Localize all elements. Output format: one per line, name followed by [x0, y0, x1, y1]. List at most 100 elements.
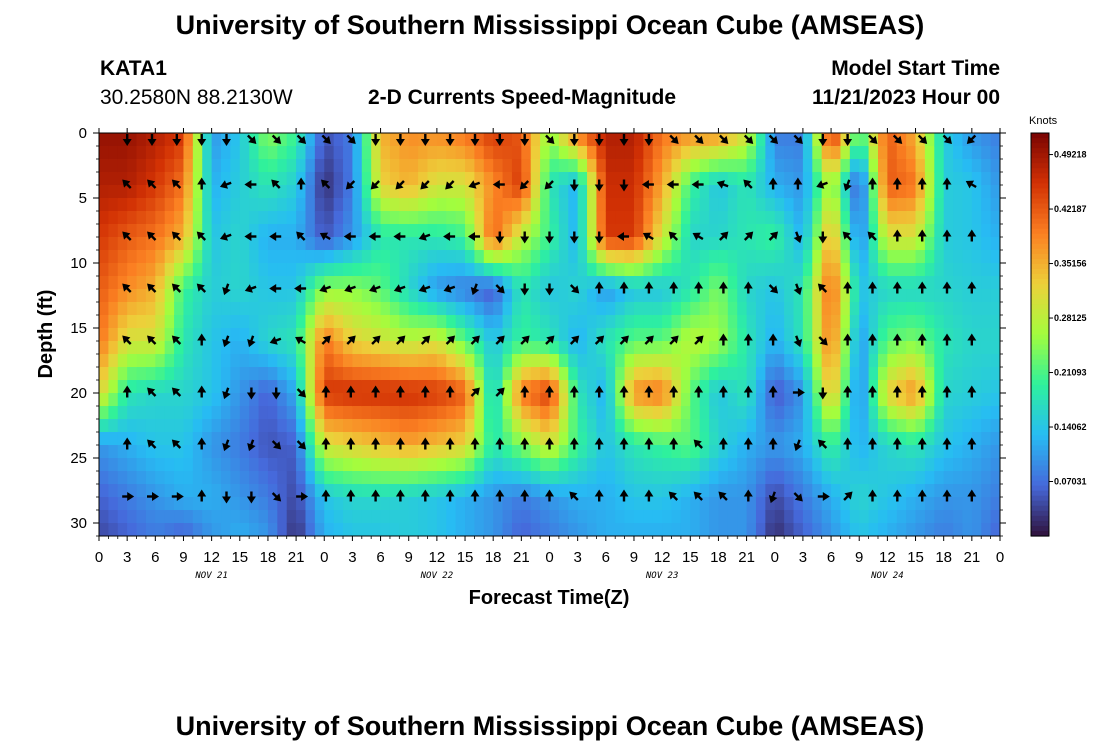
- heatmap-cell: [887, 510, 898, 524]
- heatmap-cell: [981, 354, 992, 368]
- heatmap-cell: [343, 237, 354, 251]
- heatmap-cell: [296, 419, 307, 433]
- current-arrow: [247, 439, 256, 452]
- heatmap-cell: [971, 159, 982, 173]
- heatmap-cell: [221, 484, 231, 498]
- heatmap-cell: [502, 497, 513, 511]
- heatmap-cell: [859, 354, 870, 368]
- heatmap-cell: [568, 432, 579, 446]
- heatmap-cell: [596, 523, 607, 536]
- heatmap-cell: [408, 172, 419, 186]
- heatmap-cell: [474, 523, 485, 536]
- heatmap-cell: [746, 471, 757, 485]
- heatmap-cell: [427, 393, 438, 407]
- arrow-head: [894, 135, 903, 144]
- heatmap-cell: [587, 211, 598, 225]
- heatmap-cell: [718, 185, 729, 199]
- heatmap-cell: [446, 419, 457, 433]
- heatmap-cell: [221, 471, 231, 485]
- heatmap-cell: [389, 133, 400, 147]
- heatmap-cell: [371, 276, 382, 290]
- heatmap-cell: [493, 224, 504, 238]
- heatmap-cell: [399, 445, 410, 459]
- current-arrow: [917, 333, 927, 346]
- current-arrow: [818, 231, 828, 244]
- x-tick-label: 9: [855, 549, 863, 566]
- heatmap-cell: [633, 341, 644, 355]
- heatmap-cell: [709, 393, 720, 407]
- heatmap-cell: [662, 172, 673, 186]
- heatmap-cell: [408, 523, 419, 536]
- heatmap-cell: [446, 458, 457, 472]
- current-arrow: [197, 134, 207, 146]
- heatmap-cell: [108, 471, 119, 485]
- heatmap-cell: [587, 185, 598, 199]
- heatmap-cell: [465, 432, 476, 446]
- heatmap-cell: [493, 237, 504, 251]
- heatmap-cell: [192, 276, 203, 290]
- heatmap-cell: [277, 224, 288, 238]
- heatmap-cell: [530, 315, 541, 329]
- heatmap-cell: [568, 250, 579, 264]
- heatmap-cell: [558, 133, 569, 147]
- arrow-head: [197, 385, 207, 393]
- heatmap-cell: [718, 367, 729, 381]
- current-arrow: [617, 232, 629, 241]
- heatmap-cell: [493, 406, 504, 420]
- heatmap-cell: [502, 406, 513, 420]
- heatmap-cell: [859, 146, 870, 160]
- heatmap-cell: [671, 328, 682, 342]
- heatmap-cell: [474, 237, 485, 251]
- heatmap-cell: [465, 133, 476, 147]
- x-tick-label: 0: [545, 549, 553, 566]
- heatmap-cell: [971, 406, 982, 420]
- heatmap-cell: [577, 419, 588, 433]
- heatmap-cell: [746, 523, 757, 536]
- heatmap-cell: [399, 237, 410, 251]
- heatmap-cell: [324, 419, 335, 433]
- current-arrow: [368, 232, 381, 241]
- heatmap-cell: [812, 445, 823, 459]
- heatmap-cell: [343, 406, 354, 420]
- heatmap-cell: [633, 471, 644, 485]
- heatmap-cell: [558, 185, 569, 199]
- heatmap-cell: [906, 458, 917, 472]
- heatmap-cell: [746, 276, 757, 290]
- heatmap-cell: [127, 445, 138, 459]
- heatmap-cell: [164, 250, 175, 264]
- colorbar-segment: [1031, 359, 1049, 366]
- current-arrow: [147, 492, 159, 501]
- heatmap-cell: [605, 354, 616, 368]
- heatmap-cell: [446, 328, 457, 342]
- heatmap-cell: [802, 445, 813, 459]
- heatmap-cell: [483, 133, 494, 147]
- heatmap-cell: [314, 484, 325, 498]
- heatmap-cell: [568, 497, 579, 511]
- heatmap-cell: [239, 380, 250, 394]
- heatmap-cell: [164, 419, 175, 433]
- heatmap-cell: [587, 406, 598, 420]
- arrow-head: [247, 442, 256, 452]
- heatmap-cell: [887, 302, 898, 316]
- heatmap-cell: [136, 315, 147, 329]
- heatmap-cell: [971, 510, 982, 524]
- current-arrow: [393, 284, 406, 293]
- heatmap-cell: [202, 133, 213, 147]
- heatmap-cell: [755, 250, 766, 264]
- heatmap-cell: [408, 406, 419, 420]
- current-arrow: [843, 179, 852, 192]
- heatmap-cell: [136, 211, 147, 225]
- current-arrow: [868, 333, 877, 346]
- heatmap-cell: [558, 328, 569, 342]
- heatmap-cell: [652, 172, 663, 186]
- heatmap-cell: [568, 445, 579, 459]
- heatmap-cell: [896, 133, 907, 147]
- heatmap-cell: [202, 471, 213, 485]
- current-arrow: [818, 387, 828, 400]
- colorbar-tick-label: 0.21093: [1054, 368, 1087, 378]
- heatmap-cell: [502, 185, 513, 199]
- heatmap-cell: [709, 471, 720, 485]
- arrow-head: [967, 281, 977, 289]
- current-arrow: [967, 281, 977, 294]
- x-tick-label: 15: [457, 549, 474, 566]
